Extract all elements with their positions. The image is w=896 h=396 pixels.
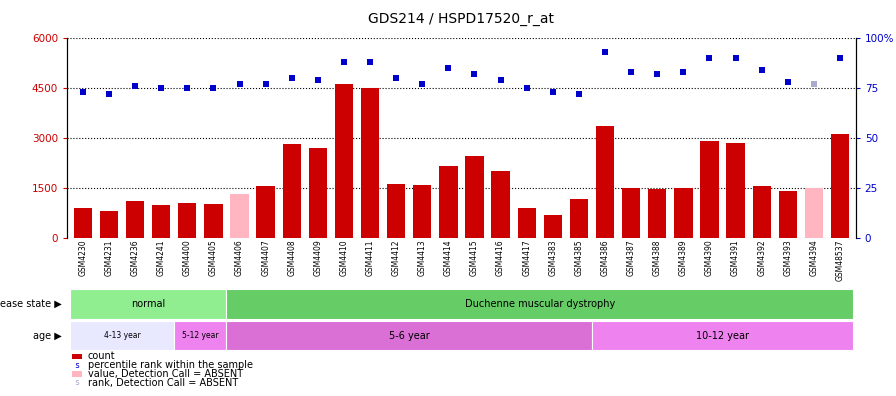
Text: GSM4413: GSM4413 [418, 239, 426, 276]
Bar [70, 321, 174, 350]
Bar [465, 156, 484, 238]
Bar [592, 321, 853, 350]
Bar [439, 166, 458, 238]
Text: GSM4400: GSM4400 [183, 239, 192, 276]
Text: percentile rank within the sample: percentile rank within the sample [88, 360, 253, 370]
Bar [178, 203, 196, 238]
Text: GSM4391: GSM4391 [731, 239, 740, 276]
Text: disease state ▶: disease state ▶ [0, 299, 62, 309]
Text: GSM4409: GSM4409 [314, 239, 323, 276]
Bar [227, 289, 853, 319]
Text: GDS214 / HSPD17520_r_at: GDS214 / HSPD17520_r_at [368, 12, 555, 26]
Text: GSM4392: GSM4392 [757, 239, 766, 276]
Text: GSM4394: GSM4394 [809, 239, 818, 276]
Text: GSM4389: GSM4389 [679, 239, 688, 276]
Bar [727, 143, 745, 238]
Text: rank, Detection Call = ABSENT: rank, Detection Call = ABSENT [88, 377, 238, 388]
Text: Duchenne muscular dystrophy: Duchenne muscular dystrophy [465, 299, 615, 309]
Bar [230, 194, 249, 238]
Bar [309, 148, 327, 238]
Bar [622, 188, 641, 238]
Bar [361, 88, 379, 238]
Text: GSM4388: GSM4388 [653, 239, 662, 276]
Text: GSM4231: GSM4231 [105, 239, 114, 276]
Text: GSM4411: GSM4411 [366, 239, 375, 276]
Bar [73, 208, 92, 238]
Bar [701, 141, 719, 238]
Bar [596, 126, 614, 238]
Bar [282, 144, 301, 238]
Text: 10-12 year: 10-12 year [696, 331, 749, 341]
Text: GSM4417: GSM4417 [522, 239, 531, 276]
Text: GSM4408: GSM4408 [288, 239, 297, 276]
Bar [518, 208, 536, 238]
Text: GSM4387: GSM4387 [626, 239, 635, 276]
Bar [648, 189, 667, 238]
Text: GSM4390: GSM4390 [705, 239, 714, 276]
Text: GSM4236: GSM4236 [131, 239, 140, 276]
Bar [805, 188, 823, 238]
Text: GSM4383: GSM4383 [548, 239, 557, 276]
Text: GSM4416: GSM4416 [496, 239, 505, 276]
Text: GSM4414: GSM4414 [444, 239, 452, 276]
Bar [174, 321, 227, 350]
Bar [413, 185, 431, 238]
Bar [126, 201, 144, 238]
Bar [570, 199, 588, 238]
Text: s: s [74, 361, 80, 369]
Bar [204, 204, 222, 238]
Text: GSM4412: GSM4412 [392, 239, 401, 276]
Bar [99, 211, 118, 238]
Text: GSM4393: GSM4393 [783, 239, 792, 276]
Text: 4-13 year: 4-13 year [104, 331, 141, 340]
Bar [544, 215, 562, 238]
Text: age ▶: age ▶ [33, 331, 62, 341]
Bar [335, 84, 353, 238]
Bar [831, 134, 849, 238]
Text: value, Detection Call = ABSENT: value, Detection Call = ABSENT [88, 369, 243, 379]
Text: GSM4241: GSM4241 [157, 239, 166, 276]
Bar [152, 205, 170, 238]
Text: GSM48537: GSM48537 [835, 239, 845, 281]
Bar [387, 184, 405, 238]
Text: GSM4407: GSM4407 [261, 239, 270, 276]
Text: count: count [88, 351, 116, 362]
Text: GSM4415: GSM4415 [470, 239, 479, 276]
Bar [753, 186, 771, 238]
Bar [70, 289, 227, 319]
Bar [779, 191, 797, 238]
Bar [492, 171, 510, 238]
Bar [227, 321, 592, 350]
Text: normal: normal [131, 299, 165, 309]
Bar [674, 188, 693, 238]
Text: GSM4410: GSM4410 [340, 239, 349, 276]
Text: GSM4406: GSM4406 [235, 239, 244, 276]
Text: s: s [74, 378, 80, 387]
Text: 5-12 year: 5-12 year [182, 331, 219, 340]
Text: 5-6 year: 5-6 year [389, 331, 429, 341]
Bar [256, 186, 275, 238]
Text: GSM4405: GSM4405 [209, 239, 218, 276]
Text: GSM4385: GSM4385 [574, 239, 583, 276]
Text: GSM4230: GSM4230 [78, 239, 88, 276]
Text: GSM4386: GSM4386 [600, 239, 609, 276]
